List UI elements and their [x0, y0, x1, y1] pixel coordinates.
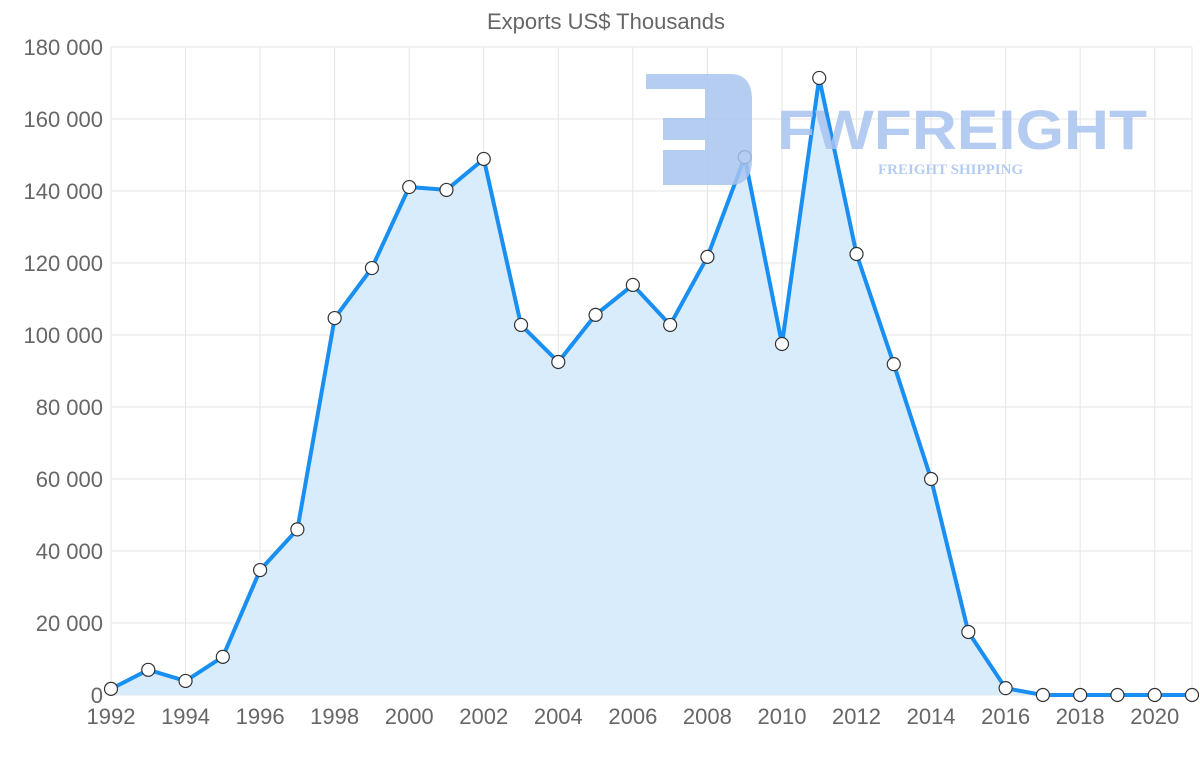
- data-point: [700, 249, 715, 264]
- data-point: [961, 624, 976, 640]
- data-point: [1073, 687, 1088, 703]
- data-point: [327, 310, 342, 326]
- watermark-logo: FWFREIGHT FREIGHT SHIPPING: [646, 74, 1147, 185]
- series-area: [111, 78, 1192, 695]
- data-point: [253, 562, 268, 578]
- data-point: [886, 357, 901, 372]
- data-points: [103, 70, 1200, 703]
- data-point: [364, 260, 380, 276]
- data-point: [551, 354, 566, 370]
- watermark-logo-icon: [646, 74, 752, 185]
- data-point: [178, 673, 193, 689]
- data-point: [1147, 687, 1162, 703]
- y-tick-label: 80 000: [36, 395, 103, 420]
- x-tick-label: 2012: [832, 704, 881, 729]
- data-point: [402, 179, 417, 195]
- y-tick-label: 120 000: [23, 251, 103, 276]
- x-tick-label: 1998: [310, 704, 359, 729]
- x-tick-label: 1992: [87, 704, 136, 729]
- x-tick-label: 2016: [981, 704, 1030, 729]
- x-tick-label: 2008: [683, 704, 732, 729]
- data-point: [663, 317, 678, 333]
- x-tick-label: 2000: [385, 704, 434, 729]
- x-tick-label: 2014: [907, 704, 956, 729]
- data-point: [812, 70, 827, 86]
- data-point: [923, 471, 939, 487]
- data-point: [439, 182, 454, 198]
- y-tick-label: 100 000: [23, 323, 103, 348]
- data-point: [1110, 687, 1125, 703]
- y-axis: 0 20 000 40 000 60 000 80 000 100 000 120 000 1…: [23, 35, 103, 708]
- data-point: [290, 522, 305, 537]
- data-point: [476, 151, 491, 167]
- data-point: [998, 681, 1013, 696]
- data-point: [849, 246, 864, 262]
- y-tick-label: 0: [91, 683, 103, 708]
- watermark-brand: FWFREIGHT: [777, 98, 1147, 161]
- data-point: [141, 662, 156, 677]
- data-point: [1035, 687, 1050, 703]
- y-tick-label: 60 000: [36, 467, 103, 492]
- data-point: [103, 681, 119, 696]
- data-point: [215, 649, 230, 664]
- y-tick-label: 20 000: [36, 611, 103, 636]
- y-tick-label: 180 000: [23, 35, 103, 60]
- x-tick-label: 2006: [608, 704, 657, 729]
- data-point: [1184, 687, 1200, 703]
- x-tick-label: 2020: [1130, 704, 1179, 729]
- x-tick-label: 2002: [459, 704, 508, 729]
- x-axis: 1992 1994 1996 1998 2000 2002 2004 2006 2008 2010…: [87, 704, 1180, 729]
- x-tick-label: 2010: [757, 704, 806, 729]
- x-tick-label: 1996: [236, 704, 285, 729]
- y-tick-label: 140 000: [23, 179, 103, 204]
- y-tick-label: 160 000: [23, 107, 103, 132]
- watermark-tagline: FREIGHT SHIPPING: [878, 162, 1023, 178]
- x-tick-label: 1994: [161, 704, 210, 729]
- data-point: [588, 307, 603, 322]
- data-point: [513, 317, 529, 333]
- data-point: [625, 277, 640, 293]
- chart-title: Exports US$ Thousands: [487, 9, 725, 34]
- x-tick-label: 2004: [534, 704, 583, 729]
- data-point: [774, 336, 790, 352]
- y-tick-label: 40 000: [36, 539, 103, 564]
- x-tick-label: 2018: [1056, 704, 1105, 729]
